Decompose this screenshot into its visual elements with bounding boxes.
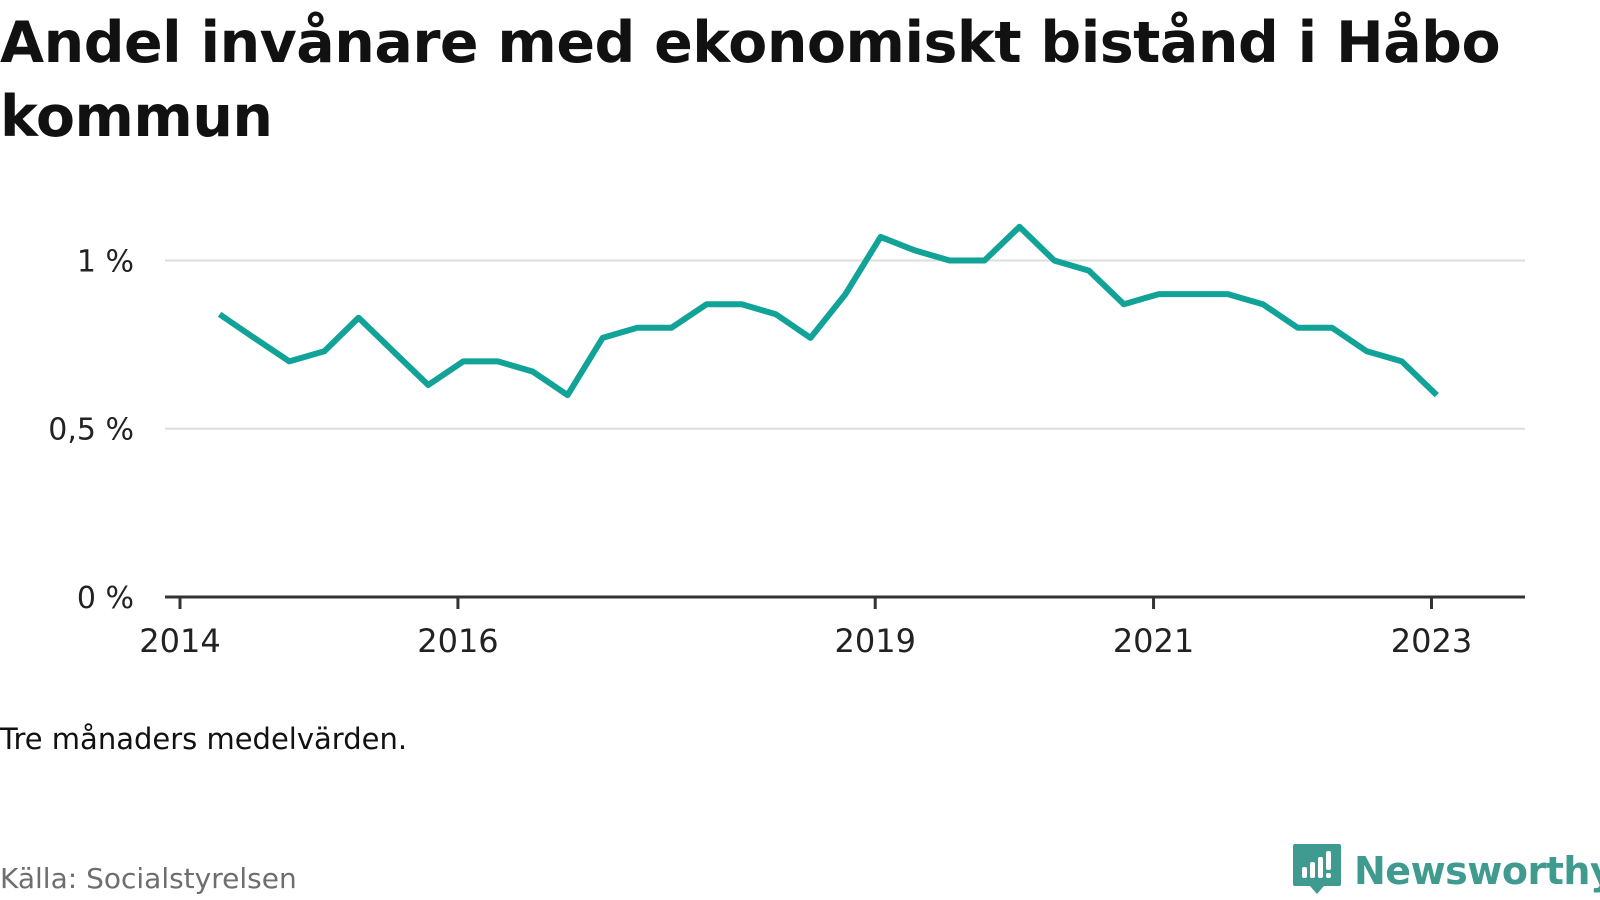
data-point xyxy=(321,348,327,354)
data-point xyxy=(669,325,675,331)
x-tick-label: 2019 xyxy=(835,622,916,660)
brand-name: Newsworthy xyxy=(1354,849,1600,893)
data-point xyxy=(773,311,779,317)
page-title: Andel invånare med ekonomiskt bistånd i … xyxy=(0,10,1501,150)
data-point xyxy=(634,325,640,331)
newsworthy-logo-icon xyxy=(1293,844,1341,894)
series-layer xyxy=(217,223,1440,399)
data-point xyxy=(1190,291,1196,297)
brand-logo[interactable]: Newsworthy xyxy=(1292,842,1600,900)
data-point xyxy=(390,348,396,354)
data-point xyxy=(1434,392,1440,398)
y-axis: 0 % 0,5 % 1 % xyxy=(48,244,134,616)
y-tick-label: 1 % xyxy=(77,244,134,279)
data-point xyxy=(1086,268,1092,274)
y-tick-label: 0 % xyxy=(77,581,134,616)
data-point xyxy=(495,358,501,364)
data-point xyxy=(946,257,952,263)
data-point xyxy=(1121,301,1127,307)
data-point xyxy=(1225,291,1231,297)
data-point xyxy=(878,234,884,240)
data-point xyxy=(1364,348,1370,354)
x-tick-label: 2023 xyxy=(1391,622,1472,660)
y-tick-label: 0,5 % xyxy=(48,413,134,448)
data-point xyxy=(1329,325,1335,331)
data-point xyxy=(912,247,918,253)
data-point xyxy=(356,315,362,321)
chart-note: Tre månaders medelvärden. xyxy=(0,722,408,756)
data-point xyxy=(1399,358,1405,364)
data-point xyxy=(981,257,987,263)
data-point xyxy=(704,301,710,307)
data-point xyxy=(843,291,849,297)
x-tick-label: 2021 xyxy=(1113,622,1194,660)
data-point xyxy=(425,382,431,388)
data-point xyxy=(1017,224,1023,230)
data-point xyxy=(600,335,606,341)
data-point xyxy=(460,358,466,364)
data-point xyxy=(739,301,745,307)
data-point xyxy=(251,335,257,341)
data-point xyxy=(807,335,813,341)
x-tick-label: 2016 xyxy=(417,622,498,660)
source-credit: Källa: Socialstyrelsen xyxy=(0,862,297,895)
x-tick-label: 2014 xyxy=(139,622,220,660)
x-axis: 2014 2016 2019 2021 2023 xyxy=(139,595,1525,660)
data-point xyxy=(565,392,571,398)
data-point xyxy=(530,369,536,375)
data-point xyxy=(217,311,223,317)
series-line xyxy=(217,223,1439,399)
data-point xyxy=(1156,291,1162,297)
data-point xyxy=(1295,325,1301,331)
grid-lines xyxy=(165,259,1525,430)
data-point xyxy=(1260,301,1266,307)
data-point xyxy=(286,358,292,364)
data-point xyxy=(1051,257,1057,263)
